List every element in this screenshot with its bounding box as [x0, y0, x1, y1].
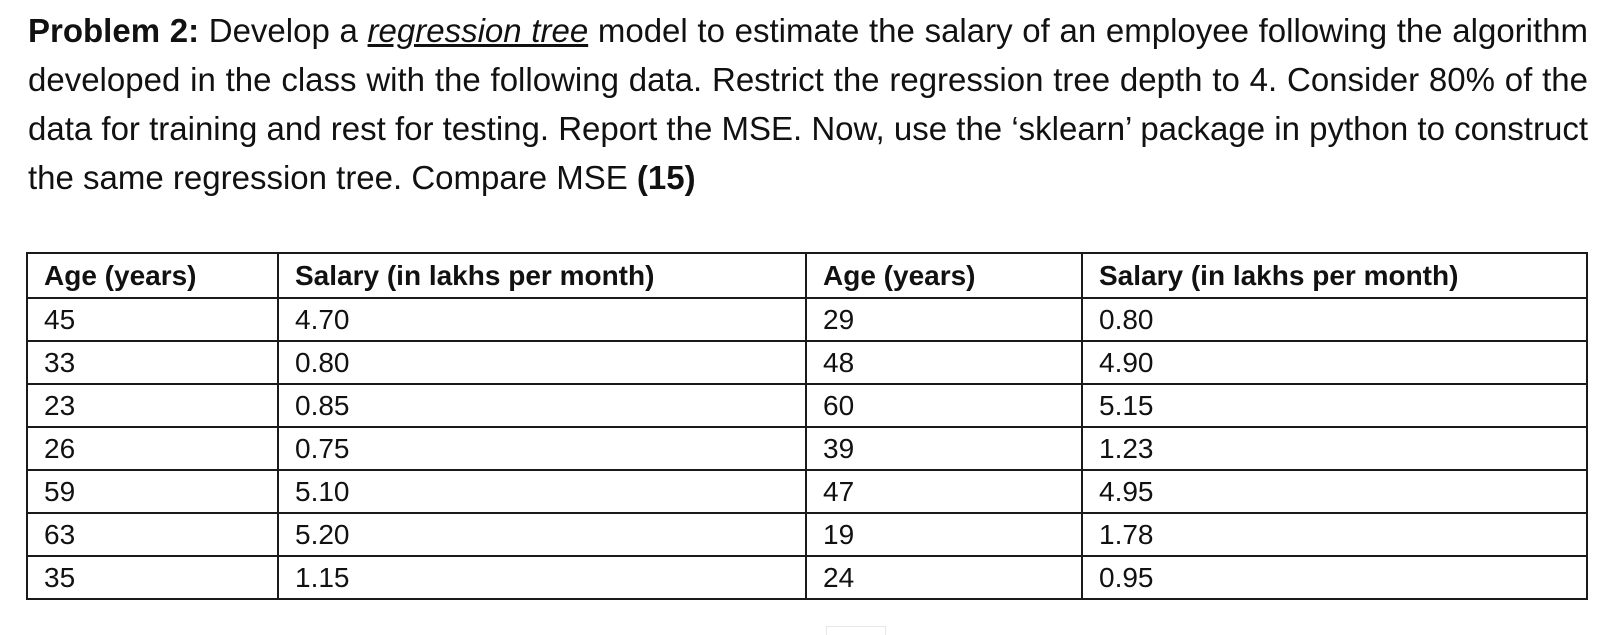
table-row: 33 0.80 48 4.90: [26, 340, 1588, 385]
cell-age: 29: [805, 297, 1083, 342]
cell-age: 23: [26, 383, 279, 428]
table-row: 59 5.10 47 4.95: [26, 469, 1588, 514]
cell-age: 45: [26, 297, 279, 342]
problem-statement: Problem 2: Develop a regression tree mod…: [28, 6, 1588, 202]
cell-salary: 4.95: [1081, 469, 1588, 514]
header-age-2: Age (years): [805, 252, 1083, 299]
cell-salary: 0.75: [277, 426, 807, 471]
cell-age: 33: [26, 340, 279, 385]
problem-term: regression tree: [367, 12, 589, 49]
table-row: 35 1.15 24 0.95: [26, 555, 1588, 600]
cell-salary: 4.70: [277, 297, 807, 342]
problem-text-after: model to estimate the salary of an emplo…: [28, 12, 1589, 196]
cell-age: 59: [26, 469, 279, 514]
cell-salary: 1.23: [1081, 426, 1588, 471]
cell-salary: 0.95: [1081, 555, 1588, 600]
cell-age: 35: [26, 555, 279, 600]
cell-age: 19: [805, 512, 1083, 557]
problem-text-before: Develop a: [199, 12, 368, 49]
table-row: 45 4.70 29 0.80: [26, 297, 1588, 342]
problem-label: Problem 2:: [28, 12, 200, 49]
cell-salary: 5.20: [277, 512, 807, 557]
cell-age: 60: [805, 383, 1083, 428]
cell-salary: 0.80: [277, 340, 807, 385]
cell-salary: 0.85: [277, 383, 807, 428]
page-edge-stub: [826, 626, 886, 635]
cell-age: 63: [26, 512, 279, 557]
cell-salary: 1.78: [1081, 512, 1588, 557]
table-header-row: Age (years) Salary (in lakhs per month) …: [26, 252, 1588, 299]
cell-age: 39: [805, 426, 1083, 471]
cell-salary: 5.10: [277, 469, 807, 514]
cell-age: 26: [26, 426, 279, 471]
cell-age: 47: [805, 469, 1083, 514]
header-salary-2: Salary (in lakhs per month): [1081, 252, 1588, 299]
cell-salary: 5.15: [1081, 383, 1588, 428]
cell-salary: 4.90: [1081, 340, 1588, 385]
cell-salary: 1.15: [277, 555, 807, 600]
header-salary-1: Salary (in lakhs per month): [277, 252, 807, 299]
table-row: 26 0.75 39 1.23: [26, 426, 1588, 471]
table-row: 63 5.20 19 1.78: [26, 512, 1588, 557]
cell-age: 24: [805, 555, 1083, 600]
table-row: 23 0.85 60 5.15: [26, 383, 1588, 428]
cell-age: 48: [805, 340, 1083, 385]
cell-salary: 0.80: [1081, 297, 1588, 342]
header-age-1: Age (years): [26, 252, 279, 299]
problem-marks: (15): [636, 159, 696, 196]
salary-data-table: Age (years) Salary (in lakhs per month) …: [26, 252, 1588, 600]
